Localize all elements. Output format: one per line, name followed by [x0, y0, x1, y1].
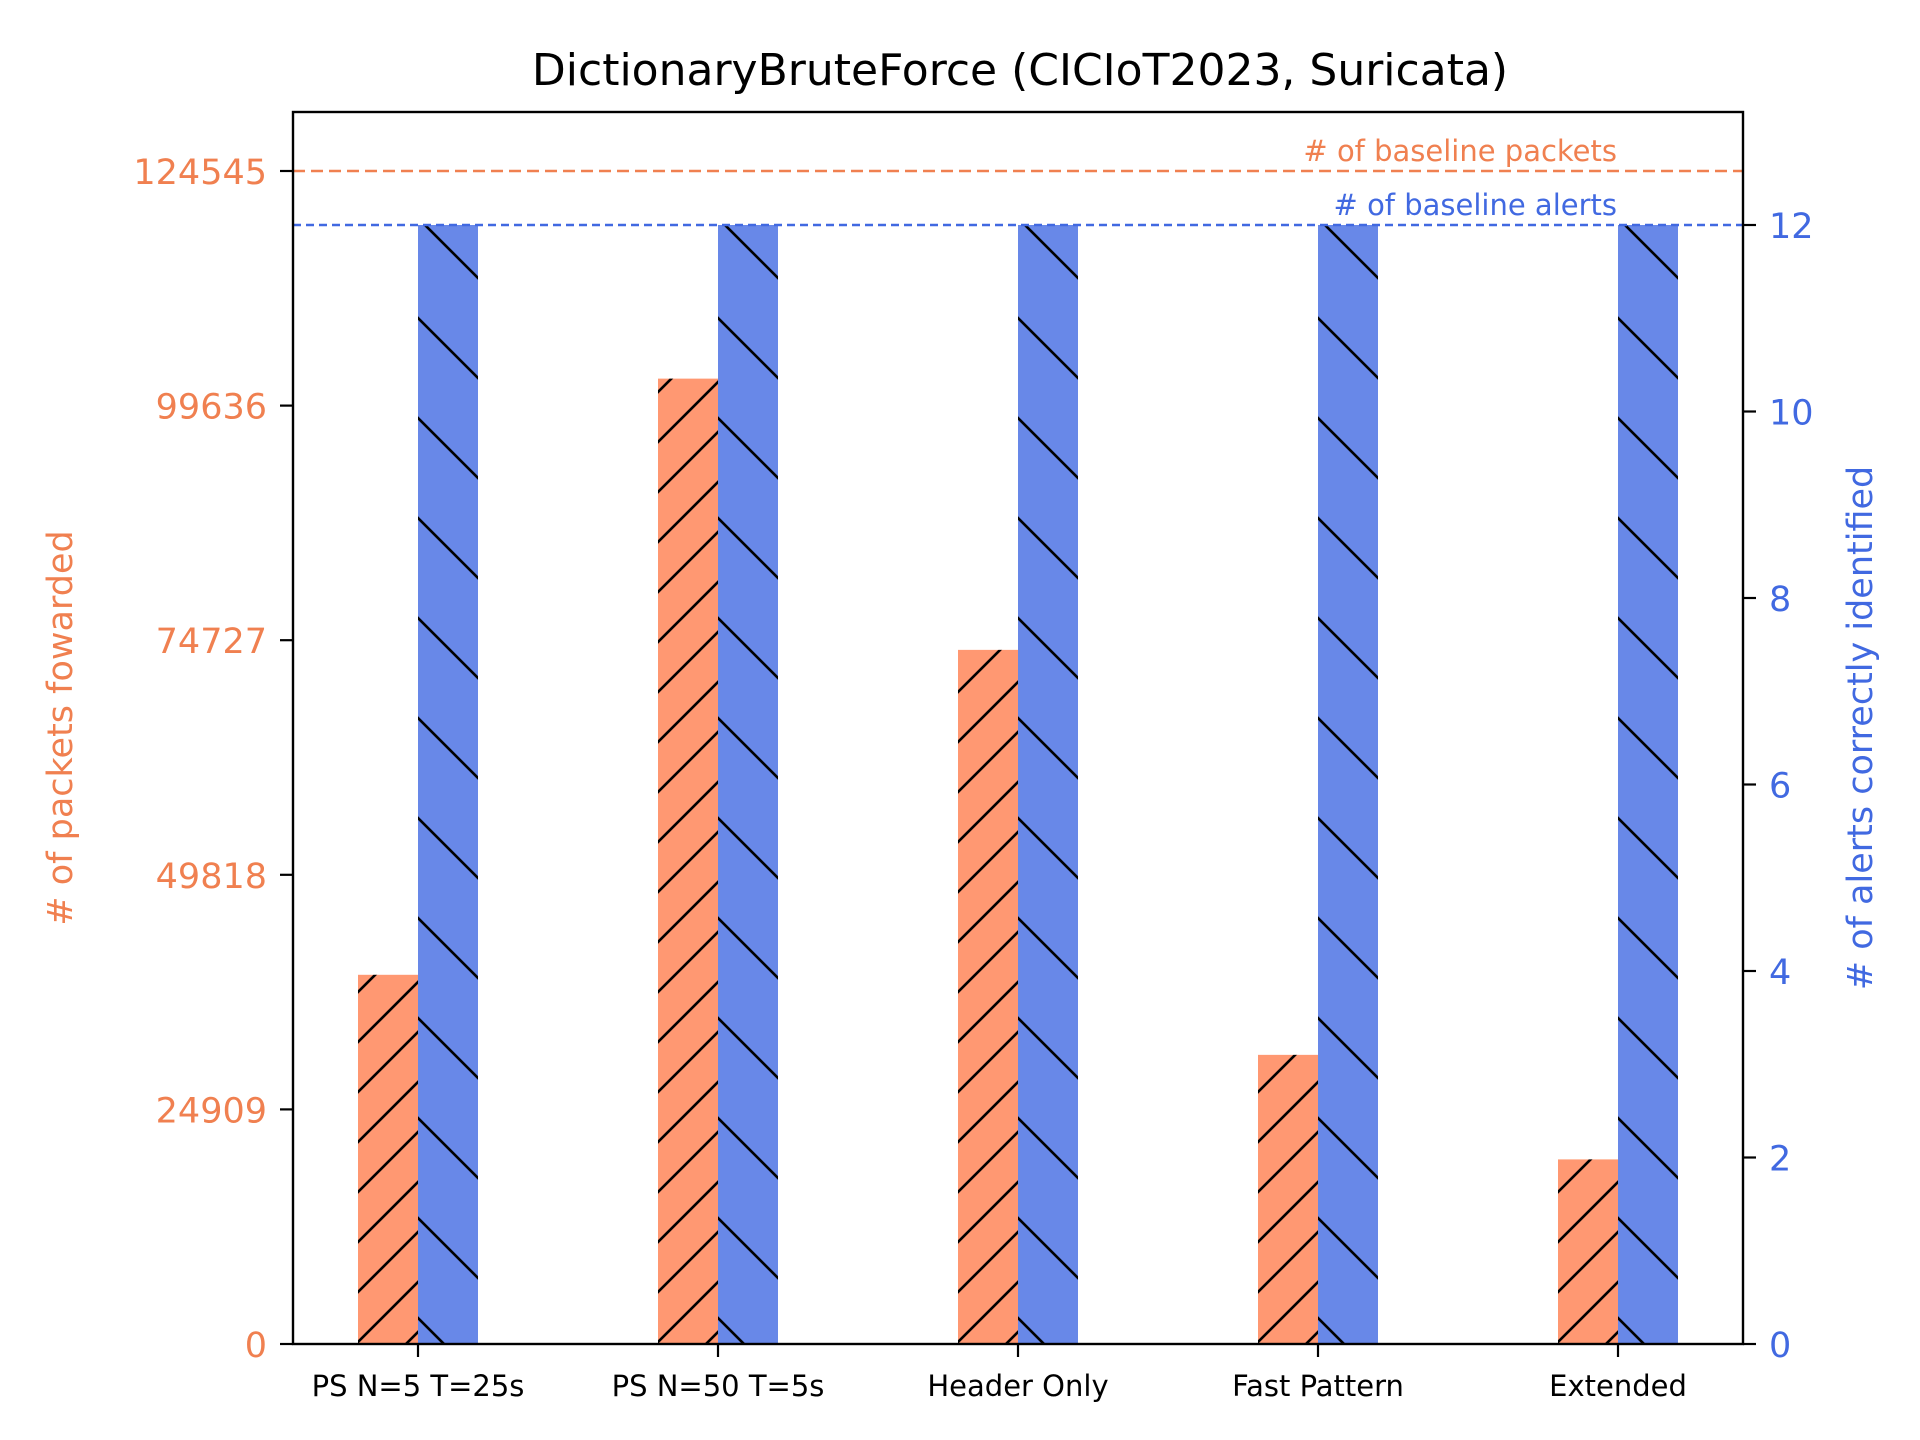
left-tick-label: 74727: [156, 622, 267, 662]
left-tick-label: 24909: [156, 1091, 267, 1131]
x-tick-label: Extended: [1549, 1369, 1687, 1403]
left-tick-label: 99636: [156, 388, 267, 428]
bar-packets-hatch: [358, 974, 418, 1344]
right-tick-label: 12: [1769, 207, 1814, 247]
bar-packets-hatch: [1258, 1054, 1318, 1344]
reference-lines: # of baseline packets # of baseline alert…: [293, 134, 1743, 227]
bar-alerts-hatch: [1618, 225, 1678, 1344]
bar-alerts-hatch: [1318, 225, 1378, 1344]
left-tick-label: 49818: [156, 857, 267, 897]
right-tick-label: 10: [1769, 394, 1814, 434]
right-tick-label: 2: [1769, 1140, 1791, 1180]
bar-alerts-hatch: [1018, 225, 1078, 1344]
right-tick-label: 4: [1769, 953, 1791, 993]
bar-alerts-hatch: [718, 225, 778, 1344]
x-tick-label: Header Only: [927, 1369, 1108, 1403]
bars-alerts: [418, 225, 1678, 1344]
reference-line-label: # of baseline packets: [1303, 134, 1617, 168]
bar-packets-hatch: [958, 649, 1018, 1344]
left-tick-label: 0: [245, 1326, 267, 1366]
left-tick-label: 124545: [133, 153, 267, 193]
left-axis-label: # of packets fowarded: [41, 530, 81, 925]
right-tick-label: 6: [1769, 767, 1791, 807]
right-tick-label: 8: [1769, 580, 1791, 620]
right-axis-ticks: 0 2 4 6 8 10 12: [1743, 207, 1814, 1366]
bar-packets-hatch: [658, 378, 718, 1344]
right-tick-label: 0: [1769, 1326, 1791, 1366]
x-tick-label: PS N=5 T=25s: [312, 1369, 525, 1403]
reference-line-label: # of baseline alerts: [1334, 188, 1617, 222]
bars-packets: [358, 378, 1618, 1344]
x-tick-label: Fast Pattern: [1232, 1369, 1404, 1403]
x-tick-label: PS N=50 T=5s: [612, 1369, 825, 1403]
right-axis-label: # of alerts correctly identified: [1841, 466, 1881, 991]
chart-title: DictionaryBruteForce (CICIoT2023, Surica…: [532, 45, 1508, 96]
bar-alerts-hatch: [418, 225, 478, 1344]
bar-packets-hatch: [1558, 1159, 1618, 1344]
x-axis-ticks: PS N=5 T=25s PS N=50 T=5s Header Only Fast …: [312, 1344, 1687, 1403]
left-axis-ticks: 0 24909 49818 74727 99636 124545: [133, 153, 293, 1366]
